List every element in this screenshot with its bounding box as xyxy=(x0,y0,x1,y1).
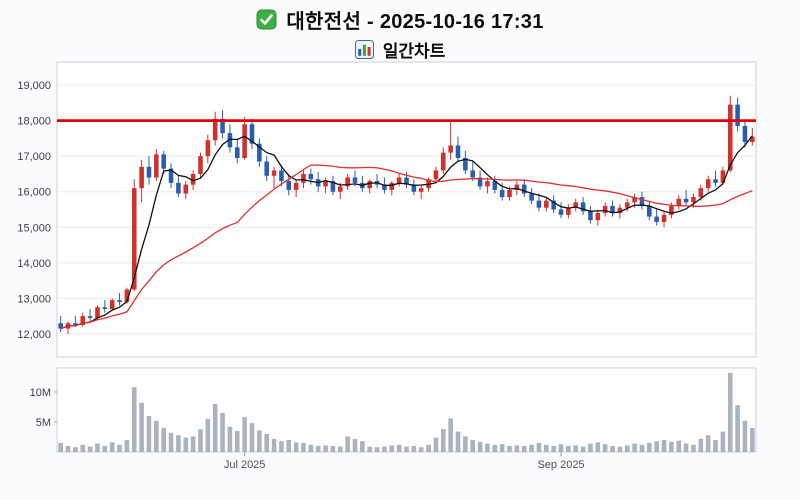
svg-text:12,000: 12,000 xyxy=(17,329,51,341)
page-title: 대한전선 - 2025-10-16 17:31 xyxy=(286,11,544,33)
chart-subtitle-row: 일간차트 xyxy=(0,37,800,62)
candlestick-series xyxy=(58,95,755,334)
svg-text:15,000: 15,000 xyxy=(17,222,51,234)
chart-header: 대한전선 - 2025-10-16 17:31 일간차트 xyxy=(0,0,800,62)
svg-text:18,000: 18,000 xyxy=(17,116,51,128)
bar-chart-icon xyxy=(354,40,374,59)
check-square-icon xyxy=(256,9,277,30)
ma-slow-line xyxy=(60,164,753,330)
svg-text:Jul 2025: Jul 2025 xyxy=(224,459,266,471)
svg-text:16,000: 16,000 xyxy=(17,187,51,199)
page-title-row: 대한전선 - 2025-10-16 17:31 xyxy=(0,5,800,34)
price-axis-labels: 12,000 13,000 14,000 15,000 16,000 17,000 18,0… xyxy=(17,80,51,341)
volume-panel xyxy=(56,367,757,453)
volume-axis-labels: 5M 10M xyxy=(30,387,57,429)
svg-text:5M: 5M xyxy=(36,417,51,429)
ma-fast-line xyxy=(60,135,753,330)
volume-series xyxy=(58,372,755,452)
svg-text:Sep 2025: Sep 2025 xyxy=(537,459,584,471)
svg-text:19,000: 19,000 xyxy=(17,80,51,92)
svg-text:14,000: 14,000 xyxy=(17,258,51,270)
svg-text:10M: 10M xyxy=(30,387,51,399)
price-panel xyxy=(56,61,757,358)
chart-subtitle: 일간차트 xyxy=(382,42,446,61)
x-axis-labels: Jul 2025 Sep 2025 xyxy=(224,452,585,471)
svg-text:13,000: 13,000 xyxy=(17,293,51,305)
svg-text:17,000: 17,000 xyxy=(17,151,51,163)
